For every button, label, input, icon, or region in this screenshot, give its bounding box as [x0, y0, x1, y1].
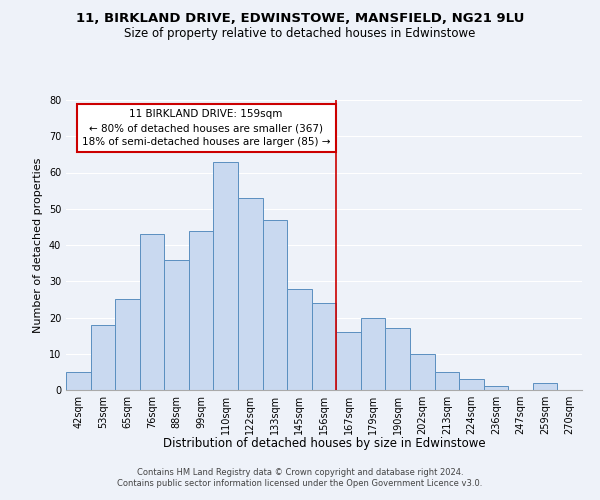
- Bar: [115, 300, 140, 390]
- Bar: [434, 372, 459, 390]
- Bar: [336, 332, 361, 390]
- Bar: [189, 230, 214, 390]
- X-axis label: Distribution of detached houses by size in Edwinstowe: Distribution of detached houses by size …: [163, 437, 485, 450]
- Bar: [361, 318, 385, 390]
- Bar: [214, 162, 238, 390]
- Text: 11, BIRKLAND DRIVE, EDWINSTOWE, MANSFIELD, NG21 9LU: 11, BIRKLAND DRIVE, EDWINSTOWE, MANSFIEL…: [76, 12, 524, 26]
- Bar: [312, 303, 336, 390]
- Bar: [459, 379, 484, 390]
- Bar: [410, 354, 434, 390]
- Bar: [484, 386, 508, 390]
- Bar: [238, 198, 263, 390]
- Y-axis label: Number of detached properties: Number of detached properties: [33, 158, 43, 332]
- Bar: [164, 260, 189, 390]
- Text: Size of property relative to detached houses in Edwinstowe: Size of property relative to detached ho…: [124, 28, 476, 40]
- Bar: [287, 288, 312, 390]
- Bar: [533, 383, 557, 390]
- Bar: [91, 325, 115, 390]
- Bar: [140, 234, 164, 390]
- Bar: [385, 328, 410, 390]
- Text: Contains HM Land Registry data © Crown copyright and database right 2024.
Contai: Contains HM Land Registry data © Crown c…: [118, 468, 482, 487]
- Bar: [263, 220, 287, 390]
- Bar: [66, 372, 91, 390]
- Text: 11 BIRKLAND DRIVE: 159sqm
← 80% of detached houses are smaller (367)
18% of semi: 11 BIRKLAND DRIVE: 159sqm ← 80% of detac…: [82, 109, 331, 147]
